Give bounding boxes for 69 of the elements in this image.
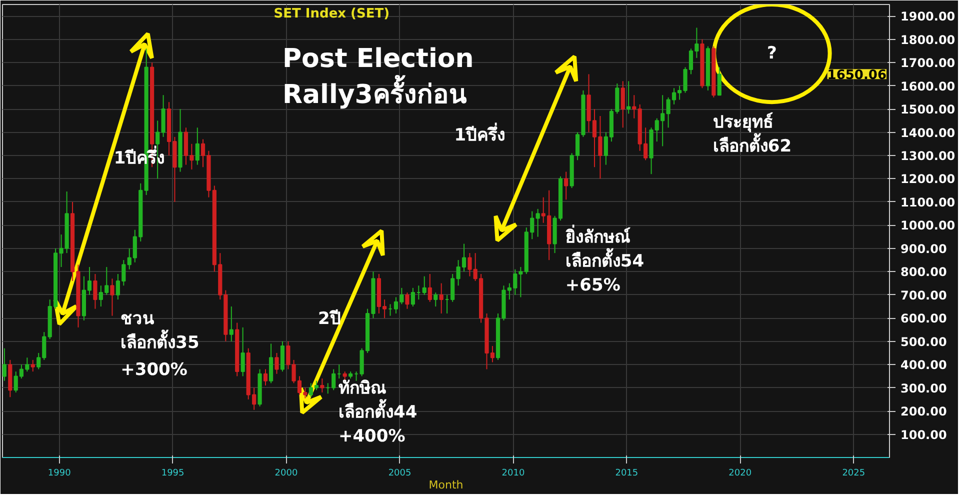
- candlestick: [536, 208, 540, 238]
- candlestick: [632, 94, 636, 119]
- candlestick: [332, 368, 336, 391]
- candlestick: [110, 278, 114, 316]
- y-tick-label: 1500.00: [900, 102, 956, 117]
- annotation: ยิ่งลักษณ์ เลือกตั้ง54 +65%: [565, 224, 644, 296]
- annotation: ทักษิณ เลือกตั้ง44 +400%: [338, 378, 418, 447]
- candlestick: [428, 273, 432, 302]
- candlestick: [564, 171, 568, 200]
- candlestick: [268, 343, 274, 384]
- x-tick-label: 2000: [274, 468, 298, 478]
- y-tick-label: 300.00: [900, 381, 947, 396]
- candlestick: [422, 276, 426, 296]
- candlestick: [303, 387, 308, 399]
- candlestick: [439, 282, 444, 314]
- candlestick: [30, 359, 35, 372]
- candlestick: [263, 368, 268, 386]
- annotation: ประยุทธ์ เลือกตั้ง62: [712, 112, 792, 157]
- y-tick-label: 1600.00: [900, 79, 956, 94]
- candlestick: [195, 127, 200, 166]
- candlestick: [410, 287, 415, 307]
- x-tick-label: 1995: [161, 468, 184, 478]
- candlestick: [342, 371, 347, 382]
- candlestick: [2, 348, 6, 382]
- candlestick: [598, 116, 602, 180]
- annotation: +300%: [120, 360, 188, 380]
- y-tick-label: 800.00: [900, 265, 947, 280]
- annotation: 2ปี: [318, 308, 341, 329]
- candlestick: [104, 266, 109, 296]
- y-tick-label: 1400.00: [900, 126, 956, 140]
- y-tick-label: 1100.00: [900, 195, 956, 210]
- y-tick-label: 600.00: [900, 312, 947, 326]
- y-tick-label: 400.00: [900, 358, 947, 372]
- candlestick: [620, 80, 625, 128]
- candlestick: [280, 340, 285, 372]
- y-tick-label: 1700.00: [900, 56, 956, 70]
- y-tick-label: 900.00: [900, 242, 947, 256]
- candlestick: [274, 352, 279, 374]
- y-tick-label: 700.00: [900, 288, 947, 302]
- x-tick-label: 2020: [728, 468, 752, 478]
- y-tick-label: 1800.00: [900, 32, 956, 47]
- y-tick-label: 200.00: [900, 404, 947, 419]
- candlestick: [626, 80, 631, 114]
- y-tick-label: 1000.00: [900, 218, 956, 233]
- annotation: 1ปีครึ่ง: [454, 122, 506, 146]
- candlestick: [592, 108, 597, 168]
- y-tick-label: 100.00: [900, 428, 947, 442]
- candlestick: [98, 285, 103, 307]
- x-tick-label: 2025: [842, 468, 866, 478]
- x-tick-label: 1990: [48, 468, 72, 478]
- candlestick: [93, 273, 98, 310]
- annotation: ?: [767, 43, 777, 64]
- candlestick: [229, 306, 234, 342]
- candlestick: [717, 66, 722, 96]
- x-tick-label: 2010: [502, 468, 525, 478]
- candlestick: [320, 378, 324, 393]
- y-tick-label: 1300.00: [900, 149, 956, 163]
- y-tick-label: 1900.00: [900, 10, 956, 24]
- annotation: ชวน เลือกตั้ง35: [120, 308, 200, 353]
- x-tick-label: 2015: [615, 468, 638, 478]
- x-axis-title: Month: [428, 478, 464, 492]
- x-tick-label: 2005: [388, 468, 412, 478]
- chart-subtitle: SET Index (SET): [274, 6, 390, 22]
- candlestick: [240, 326, 245, 377]
- y-tick-label: 500.00: [900, 334, 947, 349]
- y-tick-label: 1200.00: [900, 172, 956, 186]
- text: Post Election Rally3ครั้งก่อน: [282, 44, 474, 110]
- candlestick: [434, 292, 438, 307]
- candlestick: [405, 292, 410, 310]
